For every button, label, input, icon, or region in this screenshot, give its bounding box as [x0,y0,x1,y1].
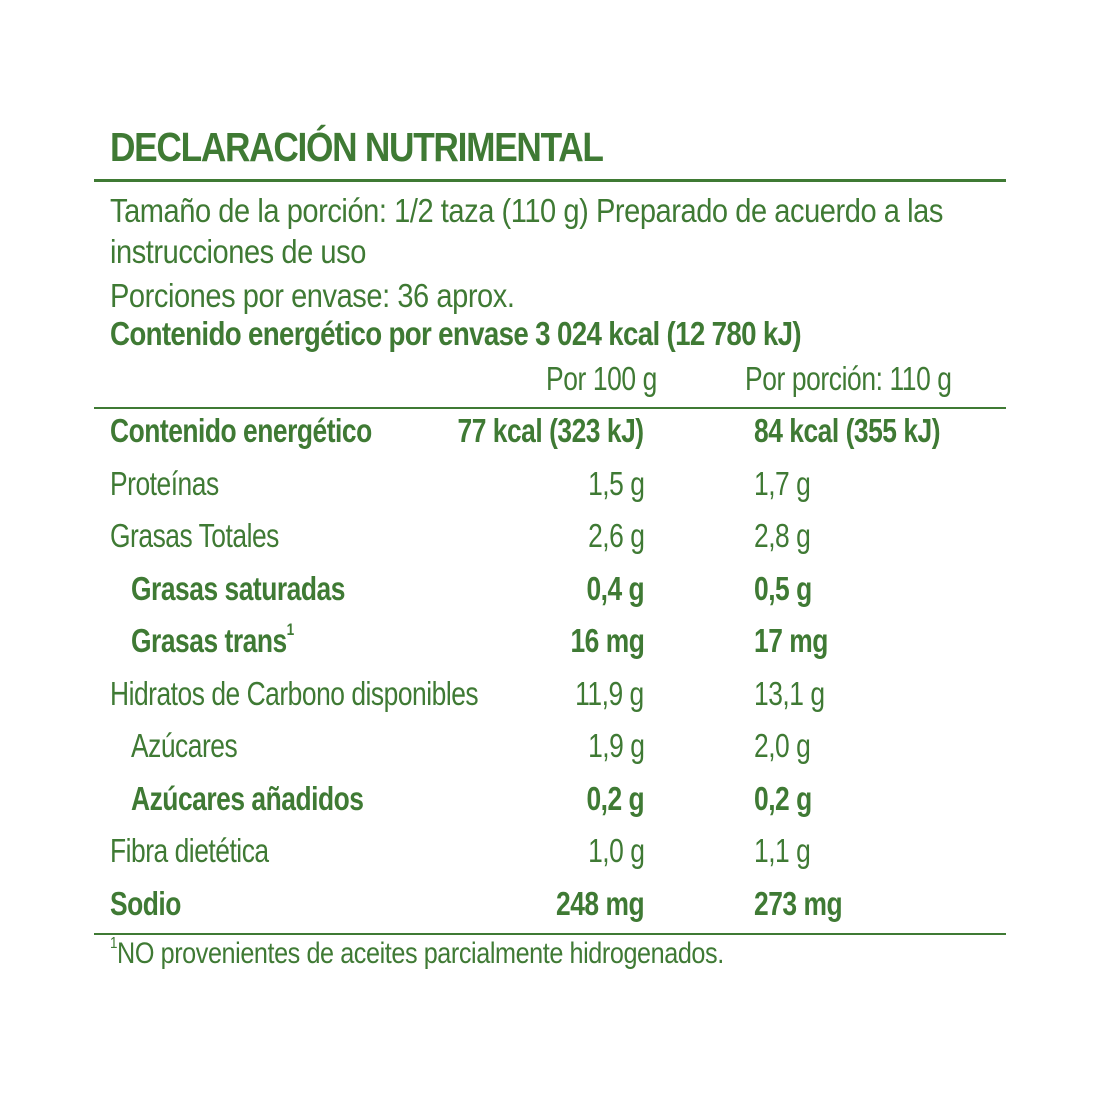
top-divider [94,179,1006,182]
footnote-mark: 1 [110,935,118,952]
header-divider [94,407,1006,409]
nutrient-footnote-mark: 1 [286,620,295,639]
nutrient-name: Grasas Totales [110,517,279,555]
nutrient-name: Grasas saturadas [131,570,345,608]
value-per-serving: 273 mg [754,884,843,922]
value-per-100g: 1,5 g [587,464,645,502]
nutrient-name-text: Azúcares añadidos [131,779,364,817]
value-per-100g: 2,6 g [587,517,645,554]
nutrient-name: Proteínas [110,465,219,503]
nutrient-row: Grasas trans1 16 mg 17 mg [0,620,1100,674]
nutrient-row: Hidratos de Carbono disponibles 11,9 g 13,… [0,675,1100,727]
value-per-serving: 84 kcal (355 kJ) [754,412,941,449]
nutrient-name: Fibra dietética [110,832,269,870]
value-per-100g: 11,9 g [575,674,644,712]
nutrient-name: Azúcares [131,727,238,765]
label-title: DECLARACIÓN NUTRIMENTAL [110,124,604,170]
value-per-serving: 1,1 g [754,832,811,869]
nutrient-row: Contenido energético 77 kcal (323 kJ) 84 k… [0,412,1100,464]
nutrient-name-text: Sodio [110,884,181,922]
nutrient-name: Azúcares añadidos [131,779,364,818]
value-per-100g: 1,0 g [587,832,645,869]
value-per-serving: 17 mg [754,622,828,659]
value-per-100g: 0,4 g [586,569,644,607]
value-per-100g: 0,2 g [586,779,644,817]
nutrient-row: Sodio 248 mg 273 mg [0,885,1100,937]
nutrient-name-text: Grasas saturadas [131,569,345,607]
value-per-100g: 248 mg [555,884,645,922]
value-per-serving: 2,0 g [754,727,811,764]
nutrient-row: Fibra dietética 1,0 g 1,1 g [0,832,1100,884]
value-per-serving: 0,5 g [754,569,812,607]
nutrient-row: Azúcares 1,9 g 2,0 g [0,727,1100,779]
footnote-text: NO provenientes de aceites parcialmente … [117,937,724,970]
value-per-100g: 77 kcal (323 kJ) [457,412,645,449]
value-per-serving: 0,2 g [754,779,812,817]
nutrient-name-text: Contenido energético [110,412,372,449]
value-per-serving: 13,1 g [754,674,825,712]
nutrient-name-text: Hidratos de Carbono disponibles [110,674,479,712]
nutrient-name-text: Grasas Totales [110,517,279,554]
value-per-serving: 1,7 g [754,464,811,502]
value-per-serving: 2,8 g [754,517,811,554]
nutrient-name: Sodio [110,885,181,923]
column-header-per-100g: Por 100 g [546,360,657,397]
value-per-100g: 1,9 g [587,727,645,764]
nutrient-name-text: Azúcares [131,727,238,764]
servings-per-package: Porciones por envase: 36 aprox. [110,277,515,314]
serving-size-line-1: Tamaño de la porción: 1/2 taza (110 g) P… [110,192,943,229]
nutrient-name: Hidratos de Carbono disponibles [110,674,479,713]
nutrient-row: Azúcares añadidos 0,2 g 0,2 g [0,780,1100,832]
nutrient-name-text: Fibra dietética [110,832,269,869]
nutrient-row: Proteínas 1,5 g 1,7 g [0,465,1100,517]
nutrient-name: Grasas trans1 [131,620,295,660]
energy-per-package: Contenido energético por envase 3 024 kc… [110,315,802,352]
nutrient-row: Grasas Totales 2,6 g 2,8 g [0,517,1100,569]
serving-size-line-2: instrucciones de uso [110,233,366,270]
value-per-100g: 16 mg [570,622,644,659]
bottom-divider [94,933,1006,935]
nutrient-name: Contenido energético [110,412,372,450]
column-header-per-serving: Por porción: 110 g [745,360,952,397]
nutrient-row: Grasas saturadas 0,4 g 0,5 g [0,570,1100,622]
nutrient-name-text: Proteínas [110,464,219,502]
footnote: 1NO provenientes de aceites parcialmente… [110,935,724,971]
nutrient-name-text: Grasas trans [131,622,287,659]
